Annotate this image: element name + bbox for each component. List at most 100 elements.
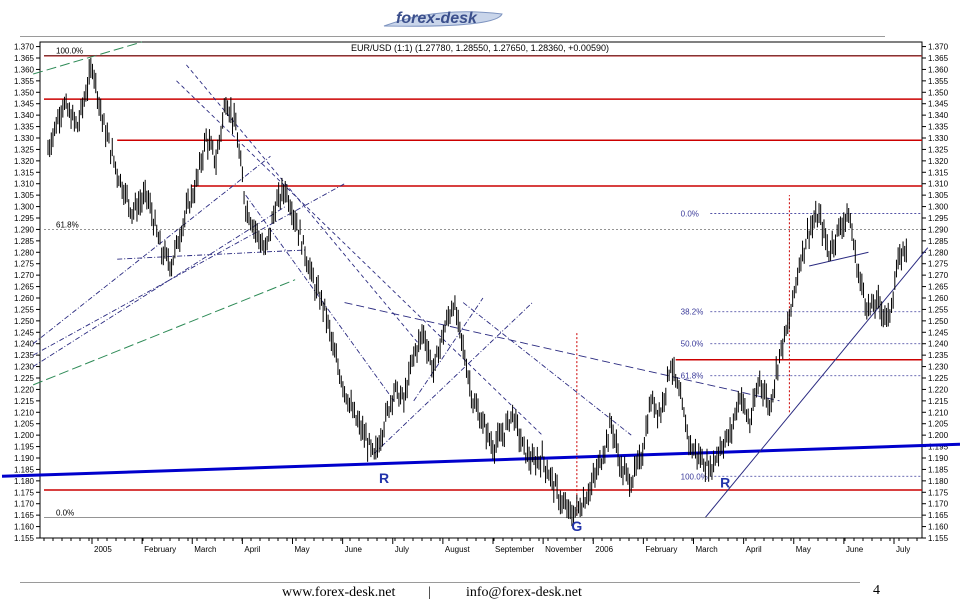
x-tick-label: 2005 <box>94 545 112 554</box>
y-tick-label-left: 1.280 <box>14 248 35 257</box>
y-tick-label-right: 1.345 <box>928 100 949 109</box>
neckline <box>809 251 869 267</box>
y-tick-label-right: 1.180 <box>928 477 949 486</box>
x-tick-label: May <box>295 545 310 554</box>
y-tick-label-right: 1.275 <box>928 260 949 269</box>
x-tick-label: March <box>696 545 718 554</box>
y-tick-label-left: 1.270 <box>14 271 35 280</box>
trend-lines <box>1 41 960 518</box>
y-tick-label-left: 1.330 <box>14 134 35 143</box>
y-tick-label-left: 1.255 <box>14 305 35 314</box>
y-tick-label-left: 1.170 <box>14 500 35 509</box>
trend-line <box>117 249 306 260</box>
fib-left-label: 100.0% <box>56 47 83 56</box>
fib-right-label: 0.0% <box>681 209 699 218</box>
footer-email-link[interactable]: info@forex-desk.net <box>466 585 582 600</box>
x-tick-label: July <box>395 545 409 554</box>
y-axis-right: 1.155 1.160 1.165 1.170 1.175 1.180 1.185 1.190… <box>922 43 949 543</box>
y-tick-label-right: 1.200 <box>928 431 949 440</box>
y-tick-label-right: 1.285 <box>928 237 949 246</box>
x-tick-label: June <box>846 545 864 554</box>
y-tick-label-left: 1.355 <box>14 77 35 86</box>
y-tick-label-left: 1.195 <box>14 443 35 452</box>
y-tick-label-left: 1.205 <box>14 420 35 429</box>
footer-divider <box>20 582 860 583</box>
y-tick-label-left: 1.300 <box>14 203 35 212</box>
y-tick-label-left: 1.265 <box>14 283 35 292</box>
y-tick-label-right: 1.260 <box>928 294 949 303</box>
y-tick-label-left: 1.335 <box>14 123 35 132</box>
y-tick-label-right: 1.355 <box>928 77 949 86</box>
y-tick-label-right: 1.215 <box>928 397 949 406</box>
x-tick-label: March <box>194 545 216 554</box>
annotation-label: R <box>720 475 730 491</box>
y-tick-label-left: 1.175 <box>14 488 35 497</box>
annotation-label: G <box>571 518 582 534</box>
y-tick-label-right: 1.165 <box>928 511 949 520</box>
y-tick-label-right: 1.235 <box>928 351 949 360</box>
y-tick-label-right: 1.315 <box>928 168 949 177</box>
x-tick-label: September <box>495 545 534 554</box>
y-tick-label-right: 1.360 <box>928 65 949 74</box>
trend-line <box>344 302 780 402</box>
y-tick-label-left: 1.285 <box>14 237 35 246</box>
annotations: R G R <box>379 470 730 534</box>
y-tick-label-left: 1.250 <box>14 317 35 326</box>
price-series <box>47 57 907 527</box>
y-tick-label-right: 1.155 <box>928 534 949 543</box>
y-tick-label-left: 1.275 <box>14 260 35 269</box>
y-tick-label-left: 1.210 <box>14 408 35 417</box>
y-tick-label-right: 1.330 <box>928 134 949 143</box>
forex-desk-logo: forex-desk <box>383 10 503 27</box>
y-tick-label-left: 1.260 <box>14 294 35 303</box>
y-tick-label-right: 1.170 <box>928 500 949 509</box>
plot-border <box>39 41 923 539</box>
y-tick-label-left: 1.235 <box>14 351 35 360</box>
y-tick-label-right: 1.370 <box>928 43 949 52</box>
channel-green-upper <box>33 41 143 75</box>
y-tick-label-right: 1.250 <box>928 317 949 326</box>
fib-right-label: 61.8% <box>681 372 704 381</box>
uptrend-line <box>704 247 929 518</box>
y-tick-label-right: 1.245 <box>928 328 949 337</box>
y-tick-label-right: 1.350 <box>928 88 949 97</box>
y-axis-left: 1.155 1.160 1.165 1.170 1.175 1.180 1.185 1.190… <box>14 43 40 543</box>
y-tick-label-right: 1.255 <box>928 305 949 314</box>
fib-right-label: 38.2% <box>681 308 704 317</box>
y-tick-label-right: 1.280 <box>928 248 949 257</box>
y-tick-label-left: 1.155 <box>14 534 35 543</box>
y-tick-label-left: 1.240 <box>14 340 35 349</box>
y-tick-label-right: 1.320 <box>928 157 949 166</box>
y-tick-label-right: 1.265 <box>928 283 949 292</box>
y-tick-label-left: 1.200 <box>14 431 35 440</box>
y-tick-label-left: 1.360 <box>14 65 35 74</box>
x-tick-label: February <box>144 545 176 554</box>
y-tick-label-right: 1.195 <box>928 443 949 452</box>
y-tick-label-left: 1.365 <box>14 54 35 63</box>
y-tick-label-left: 1.165 <box>14 511 35 520</box>
x-tick-label: August <box>445 545 471 554</box>
footer-website-link[interactable]: www.forex-desk.net <box>282 585 396 600</box>
y-tick-label-right: 1.240 <box>928 340 949 349</box>
y-tick-label-left: 1.370 <box>14 43 35 52</box>
y-tick-label-left: 1.245 <box>14 328 35 337</box>
fibonacci-levels: 100.0% 61.8% 0.0% 0.0% 38.2% 50.0% 61.8% 100.0% <box>44 47 922 518</box>
y-tick-label-right: 1.365 <box>928 54 949 63</box>
y-tick-label-left: 1.160 <box>14 523 35 532</box>
x-tick-label: 2006 <box>595 545 613 554</box>
fib-right-label: 100.0% <box>681 472 708 481</box>
y-tick-label-left: 1.290 <box>14 225 35 234</box>
y-tick-label-left: 1.295 <box>14 214 35 223</box>
y-tick-label-left: 1.325 <box>14 145 35 154</box>
y-tick-label-left: 1.180 <box>14 477 35 486</box>
y-tick-label-right: 1.220 <box>928 385 949 394</box>
y-tick-label-right: 1.310 <box>928 180 949 189</box>
y-tick-label-right: 1.305 <box>928 191 949 200</box>
y-tick-label-right: 1.190 <box>928 454 949 463</box>
y-tick-label-right: 1.290 <box>928 225 949 234</box>
chart-frame <box>39 41 923 539</box>
support-trendline <box>1 442 960 478</box>
x-tick-label: April <box>244 545 260 554</box>
y-tick-label-right: 1.230 <box>928 363 949 372</box>
x-tick-label: June <box>345 545 363 554</box>
